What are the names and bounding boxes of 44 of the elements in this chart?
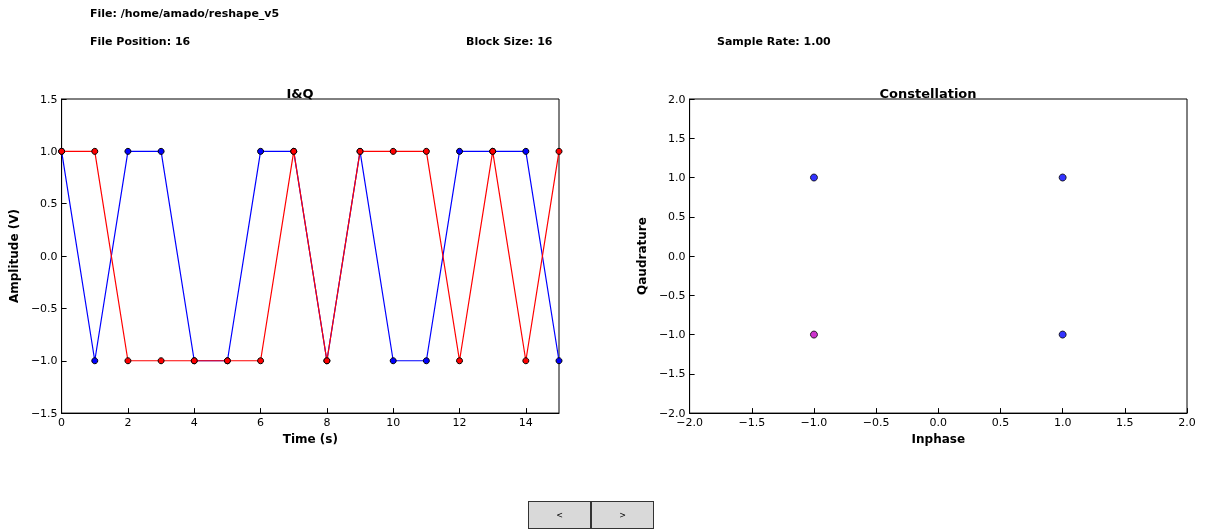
y-tick-label: −1.5 [30,406,58,420]
y-tick-label: 0.0 [40,249,58,263]
x-tick-label: 2.0 [1178,416,1196,430]
chart-title: I&Q [286,86,314,101]
y-tick-label: 2.0 [668,92,686,106]
text: File Position: 16 [90,35,191,48]
x-tick-label: 2 [124,416,132,430]
y-axis-title: Amplitude (V) [7,209,21,304]
y-tick-label: 1.5 [40,92,58,106]
x-tick-label: 8 [323,416,331,430]
x-tick-label: 1.0 [1053,416,1072,430]
x-tick-label: 0.5 [991,416,1010,430]
y-tick-label: 1.0 [40,144,58,158]
text: Sample Rate: 1.00 [717,35,831,48]
text: Block Size: 16 [466,35,553,48]
y-tick-label: −0.5 [30,301,58,315]
x-axis-title: Time (s) [282,432,338,446]
text: < [528,501,591,529]
x-axis-title: Inphase [911,432,966,446]
y-tick-label: −2.0 [658,406,686,420]
y-tick-label: 0.0 [668,249,686,263]
y-tick-label: −1.0 [30,354,58,368]
y-axis-title: Qaudrature [635,217,649,295]
y-tick-label: −1.0 [658,328,686,342]
y-tick-label: 0.5 [40,197,58,211]
x-tick-label: 6 [257,416,265,430]
x-tick-label: 10 [386,416,401,430]
y-tick-label: −1.5 [658,367,686,381]
x-tick-label: 4 [190,416,198,430]
x-tick-label: 0 [58,416,66,430]
x-tick-label: −1.0 [800,416,828,430]
y-tick-label: −0.5 [658,288,686,302]
x-tick-label: −0.5 [862,416,890,430]
x-tick-label: −1.5 [738,416,766,430]
x-tick-label: 12 [452,416,467,430]
text: > [591,501,654,529]
x-tick-label: 0.0 [929,416,948,430]
y-tick-label: 1.0 [668,171,686,185]
x-tick-label: 1.5 [1116,416,1134,430]
y-tick-label: 1.5 [668,131,686,145]
y-tick-label: 0.5 [668,210,686,224]
chart-title: Constellation [879,86,977,101]
text: File: /home/amado/reshape_v5 [90,7,280,20]
x-tick-label: 14 [518,416,533,430]
